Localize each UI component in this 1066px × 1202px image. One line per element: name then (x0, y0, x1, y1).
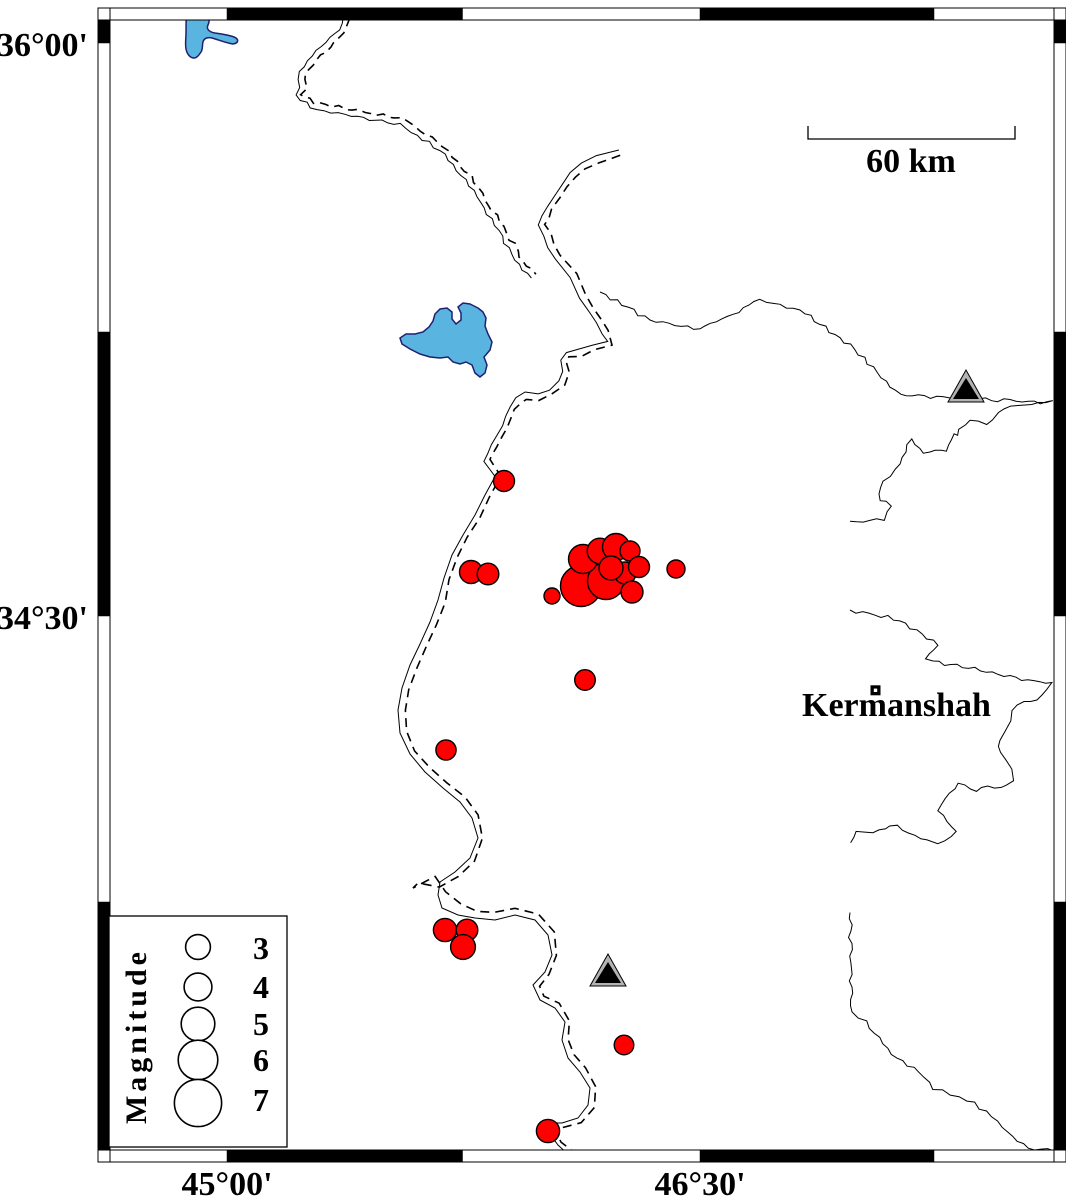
svg-text:46°30': 46°30' (654, 1166, 745, 1202)
svg-text:Magnitude: Magnitude (120, 948, 153, 1124)
svg-text:4: 4 (253, 969, 269, 1005)
svg-text:34°30': 34°30' (0, 600, 88, 637)
svg-text:6: 6 (253, 1042, 269, 1078)
svg-text:60 km: 60 km (866, 143, 956, 180)
svg-text:3: 3 (253, 930, 269, 966)
svg-text:7: 7 (253, 1082, 269, 1118)
svg-text:45°00': 45°00' (181, 1166, 272, 1202)
svg-text:5: 5 (253, 1006, 269, 1042)
svg-text:36°00': 36°00' (0, 27, 88, 64)
svg-text:Kermanshah: Kermanshah (802, 687, 991, 724)
